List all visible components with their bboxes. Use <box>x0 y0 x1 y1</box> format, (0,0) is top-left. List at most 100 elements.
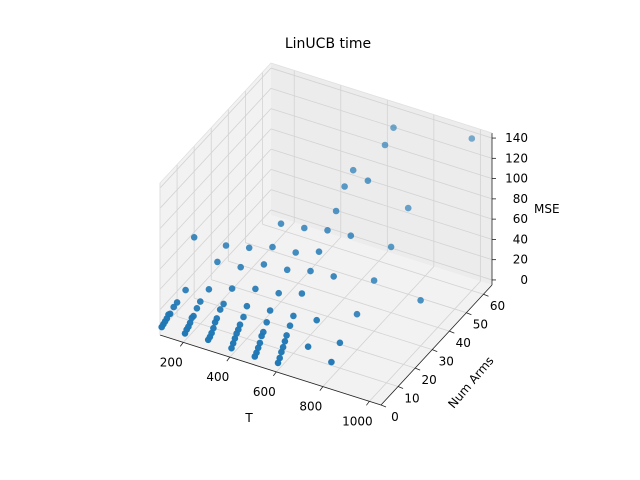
z-tick-label: 60 <box>513 212 528 226</box>
grid-line <box>270 67 493 139</box>
z-tick-label: 40 <box>513 232 528 246</box>
data-point <box>404 204 412 212</box>
data-point <box>364 177 372 184</box>
x-tick-mark <box>272 371 277 377</box>
data-point <box>278 348 285 356</box>
data-point <box>341 183 348 190</box>
data-point <box>205 286 213 293</box>
grid-line <box>322 266 435 387</box>
data-points <box>158 124 476 367</box>
data-point <box>298 290 306 297</box>
grid-line <box>262 223 484 295</box>
x-axis-label: T <box>244 411 253 425</box>
data-point <box>304 343 312 351</box>
grid-line <box>369 281 481 402</box>
data-point <box>315 248 323 255</box>
grid-line <box>211 279 433 350</box>
grid-line <box>276 251 388 373</box>
data-point <box>243 302 251 310</box>
data-point <box>193 305 201 312</box>
data-point <box>173 299 181 306</box>
data-point <box>214 258 221 266</box>
data-point <box>283 266 291 274</box>
data-point <box>252 285 259 293</box>
data-point <box>269 243 276 251</box>
data-point <box>204 336 212 344</box>
data-point <box>381 141 389 149</box>
y-tick-mark <box>483 293 489 297</box>
grid-line <box>159 209 272 331</box>
grid-line <box>270 209 493 281</box>
z-axis-label: MSE <box>534 202 560 216</box>
data-point <box>328 358 335 366</box>
grid-line <box>159 88 272 209</box>
data-point <box>330 273 338 280</box>
z-tick-label: 100 <box>505 172 528 186</box>
data-point <box>190 234 198 241</box>
data-point <box>292 249 300 256</box>
y-tick-label: 60 <box>490 299 505 313</box>
data-point <box>313 316 321 324</box>
data-point <box>387 243 395 251</box>
y-tick-label: 30 <box>439 355 454 369</box>
grid-line <box>159 108 272 229</box>
data-point <box>263 319 271 326</box>
data-point <box>245 244 253 252</box>
data-point <box>347 232 355 239</box>
data-point <box>370 277 378 284</box>
z-tick-label: 20 <box>513 253 528 267</box>
data-point <box>468 135 476 142</box>
data-point <box>324 227 331 234</box>
y-tick-mark <box>415 367 421 371</box>
y-tick-mark <box>380 404 387 408</box>
x-tick-label: 1000 <box>342 414 373 428</box>
floor-pane <box>160 215 492 405</box>
x-tick-label: 600 <box>253 385 276 399</box>
data-point <box>417 297 424 304</box>
data-point <box>170 303 177 311</box>
grid-line <box>159 148 272 270</box>
data-point <box>301 224 308 232</box>
y-tick-mark <box>449 330 455 334</box>
y-tick-label: 50 <box>473 318 488 332</box>
x-tick-label: 200 <box>160 355 183 369</box>
z-tick-label: 140 <box>505 131 528 145</box>
data-point <box>281 338 289 345</box>
data-point <box>290 312 297 320</box>
data-point <box>182 286 189 294</box>
grid-line <box>270 87 493 159</box>
grid-line <box>228 260 450 332</box>
data-point <box>222 242 230 249</box>
data-point <box>336 339 344 347</box>
data-point <box>277 220 285 227</box>
y-tick-label: 0 <box>391 410 399 424</box>
pane-edge <box>270 62 493 134</box>
grid-line <box>245 242 467 314</box>
z-tick-label: 80 <box>513 192 528 206</box>
x-axis-line <box>159 334 382 406</box>
data-point <box>228 285 236 292</box>
z-tick-labels: 0 20 40 60 80 100 120 140 <box>492 131 528 287</box>
x-tick-mark <box>366 401 370 406</box>
grid-line <box>159 128 272 250</box>
data-point <box>211 319 219 326</box>
data-point <box>283 332 290 339</box>
x-tick-label: 400 <box>206 370 229 384</box>
grid-line <box>229 236 342 358</box>
x-tick-mark <box>226 356 231 362</box>
data-point <box>353 310 361 318</box>
axis-lines <box>159 62 493 406</box>
data-point <box>228 344 235 352</box>
grid-line <box>182 222 295 343</box>
data-point <box>237 263 244 271</box>
y-tick-label: 40 <box>456 336 471 350</box>
grid-line <box>270 108 493 179</box>
data-point <box>240 313 247 321</box>
data-point <box>258 332 265 340</box>
grid-line <box>270 128 493 200</box>
y-tick-mark <box>432 349 438 352</box>
grid-line <box>270 189 493 261</box>
chart-title: LinUCB time <box>285 36 371 52</box>
